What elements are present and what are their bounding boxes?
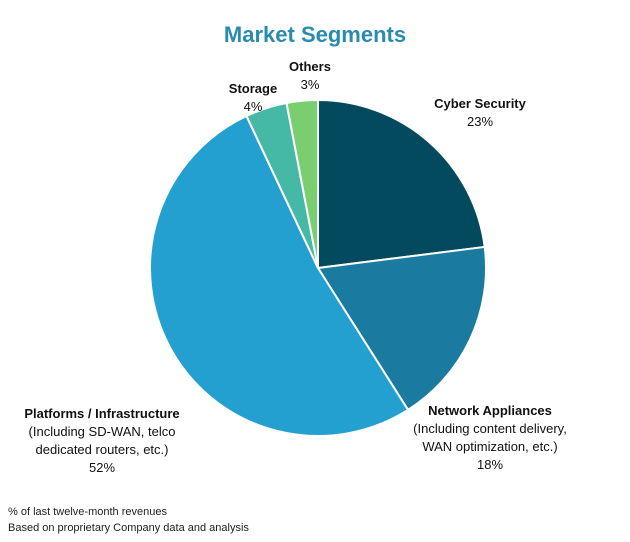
slice-platforms-infrastructure	[149, 114, 410, 437]
footnote-revenue-basis: % of last twelve-month revenues	[8, 506, 167, 518]
chart-title: Market Segments	[223, 22, 407, 47]
label-platforms-infrastructure: Platforms / Infrastructure (Including SD…	[24, 406, 180, 475]
label-others: Others 3%	[289, 59, 331, 92]
slice-network-appliances	[316, 245, 488, 412]
slice-others	[285, 98, 319, 269]
label-cyber-security: Cyber Security 23%	[434, 96, 526, 129]
slice-cyber-security	[317, 98, 486, 270]
footnote-data-source: Based on proprietary Company data and an…	[8, 522, 249, 534]
label-storage: Storage 4%	[228, 81, 278, 114]
label-network-appliances: Network Appliances (Including content de…	[413, 403, 567, 472]
